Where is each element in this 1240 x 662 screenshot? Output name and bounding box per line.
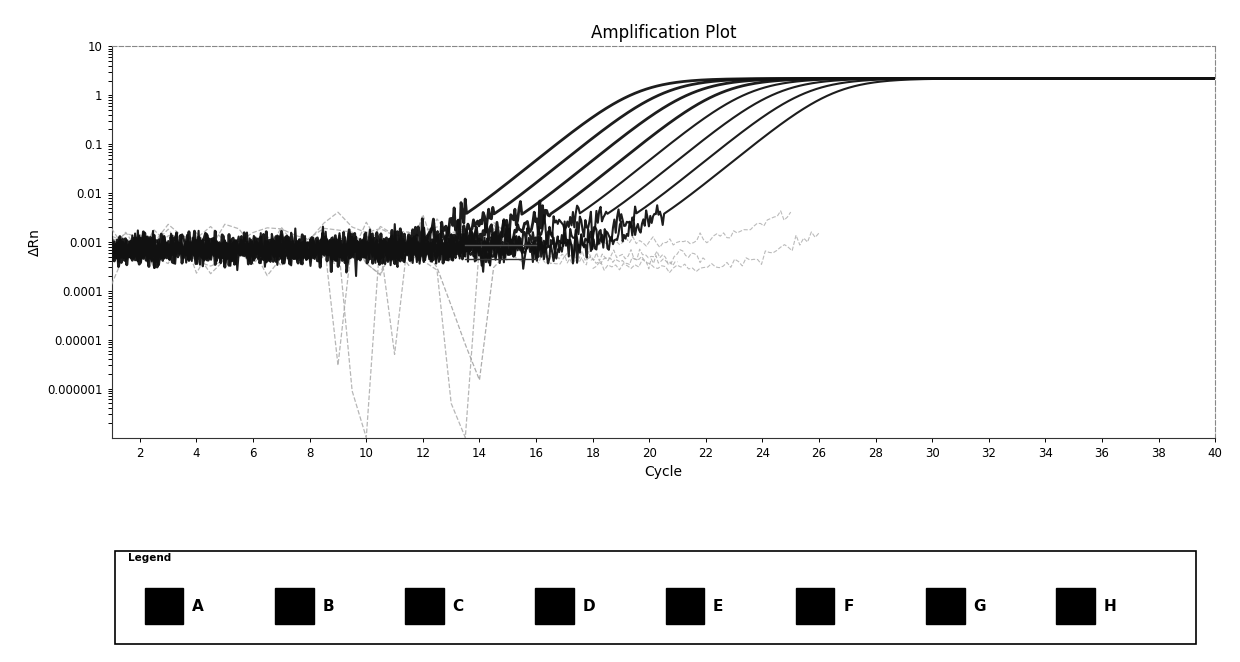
Bar <box>796 589 835 624</box>
Bar <box>145 589 184 624</box>
Bar <box>666 589 704 624</box>
X-axis label: Cycle: Cycle <box>645 465 682 479</box>
Text: D: D <box>583 598 595 614</box>
Y-axis label: ΔRn: ΔRn <box>27 228 41 256</box>
Text: B: B <box>322 598 334 614</box>
Text: Legend: Legend <box>128 553 171 563</box>
Text: E: E <box>713 598 723 614</box>
Bar <box>536 589 574 624</box>
Bar <box>275 589 314 624</box>
Text: C: C <box>453 598 464 614</box>
Text: G: G <box>973 598 986 614</box>
Text: A: A <box>192 598 203 614</box>
Bar <box>405 589 444 624</box>
Title: Amplification Plot: Amplification Plot <box>590 24 737 42</box>
Text: H: H <box>1104 598 1116 614</box>
Bar <box>1056 589 1095 624</box>
Text: F: F <box>843 598 853 614</box>
Bar <box>926 589 965 624</box>
